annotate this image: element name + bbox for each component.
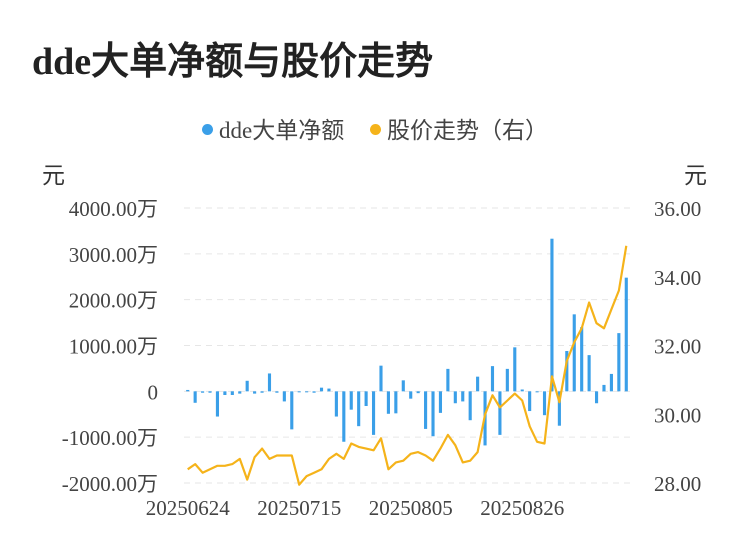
bar <box>245 380 249 392</box>
x-tick-label: 20250715 <box>257 496 341 520</box>
bar <box>401 380 405 392</box>
legend-item-bars[interactable]: dde大单净额 <box>202 111 344 145</box>
bar <box>409 391 413 399</box>
left-axis-unit: 元 <box>42 163 65 188</box>
bar <box>208 391 212 393</box>
bar <box>379 365 383 392</box>
bar <box>394 391 398 414</box>
bar <box>312 391 316 393</box>
page-title: dde大单净额与股价走势 <box>32 41 434 83</box>
bar <box>416 391 420 394</box>
x-tick-label: 20250805 <box>369 496 453 520</box>
bar <box>468 391 472 421</box>
bar <box>193 391 197 403</box>
bar <box>386 391 390 414</box>
bar <box>327 388 331 392</box>
bar <box>223 391 227 395</box>
bar <box>542 391 547 416</box>
bar <box>520 389 524 392</box>
bar <box>461 391 465 402</box>
bar <box>528 391 532 412</box>
legend: dde大单净额 股价走势（右） <box>0 111 750 145</box>
left-tick-label: -2000.00万 <box>62 472 158 496</box>
bar <box>594 391 599 404</box>
bar <box>513 347 517 392</box>
bar <box>453 391 457 404</box>
left-tick-label: 0 <box>148 380 159 404</box>
right-tick-label: 36.00 <box>654 197 701 221</box>
bar <box>550 238 554 392</box>
x-tick-label: 20250826 <box>480 496 564 520</box>
bar <box>201 391 205 393</box>
bar <box>267 373 272 392</box>
bar <box>505 368 509 392</box>
left-tick-label: 3000.00万 <box>69 243 158 267</box>
bar <box>371 391 376 435</box>
bar <box>587 355 591 392</box>
bar <box>609 373 613 392</box>
right-axis-unit: 元 <box>684 163 707 188</box>
bar <box>572 314 576 392</box>
left-tick-label: 1000.00万 <box>69 335 158 359</box>
bar <box>624 277 628 392</box>
bar <box>319 387 324 392</box>
left-tick-label: 4000.00万 <box>69 197 158 221</box>
price-line <box>187 245 628 486</box>
bar <box>565 351 569 392</box>
legend-label-line: 股价走势（右） <box>386 118 548 143</box>
bar <box>476 376 480 392</box>
right-tick-label: 28.00 <box>654 472 701 496</box>
bar <box>357 391 361 427</box>
bar <box>290 391 294 430</box>
bar <box>602 384 606 392</box>
bar <box>238 391 242 394</box>
bar <box>349 391 353 410</box>
x-tick-label: 20250624 <box>146 496 231 520</box>
bar <box>424 391 428 429</box>
bar <box>186 389 190 392</box>
bar <box>557 391 561 426</box>
legend-label-bars: dde大单净额 <box>219 118 345 143</box>
right-tick-label: 30.00 <box>654 403 701 427</box>
bar <box>260 391 264 393</box>
bar <box>438 391 443 413</box>
bar <box>297 391 301 393</box>
right-tick-label: 34.00 <box>654 266 701 290</box>
bar <box>282 391 286 402</box>
bar <box>490 366 495 392</box>
bar <box>215 391 220 417</box>
bar <box>275 391 279 393</box>
bar <box>305 391 309 393</box>
bar <box>617 333 621 392</box>
bar <box>498 391 502 435</box>
legend-item-line[interactable]: 股价走势（右） <box>369 111 548 145</box>
bar <box>535 391 539 393</box>
bar <box>334 391 338 417</box>
left-tick-label: 2000.00万 <box>69 289 158 313</box>
legend-marker-bars <box>202 124 214 135</box>
legend-marker-line <box>369 124 381 135</box>
left-tick-label: -1000.00万 <box>62 426 158 450</box>
right-tick-label: 32.00 <box>654 335 701 359</box>
bar <box>446 368 450 392</box>
bar <box>342 391 346 442</box>
bar <box>230 391 234 395</box>
bar <box>253 391 257 394</box>
bar <box>580 327 584 392</box>
bar <box>431 391 435 437</box>
bar <box>364 391 368 406</box>
